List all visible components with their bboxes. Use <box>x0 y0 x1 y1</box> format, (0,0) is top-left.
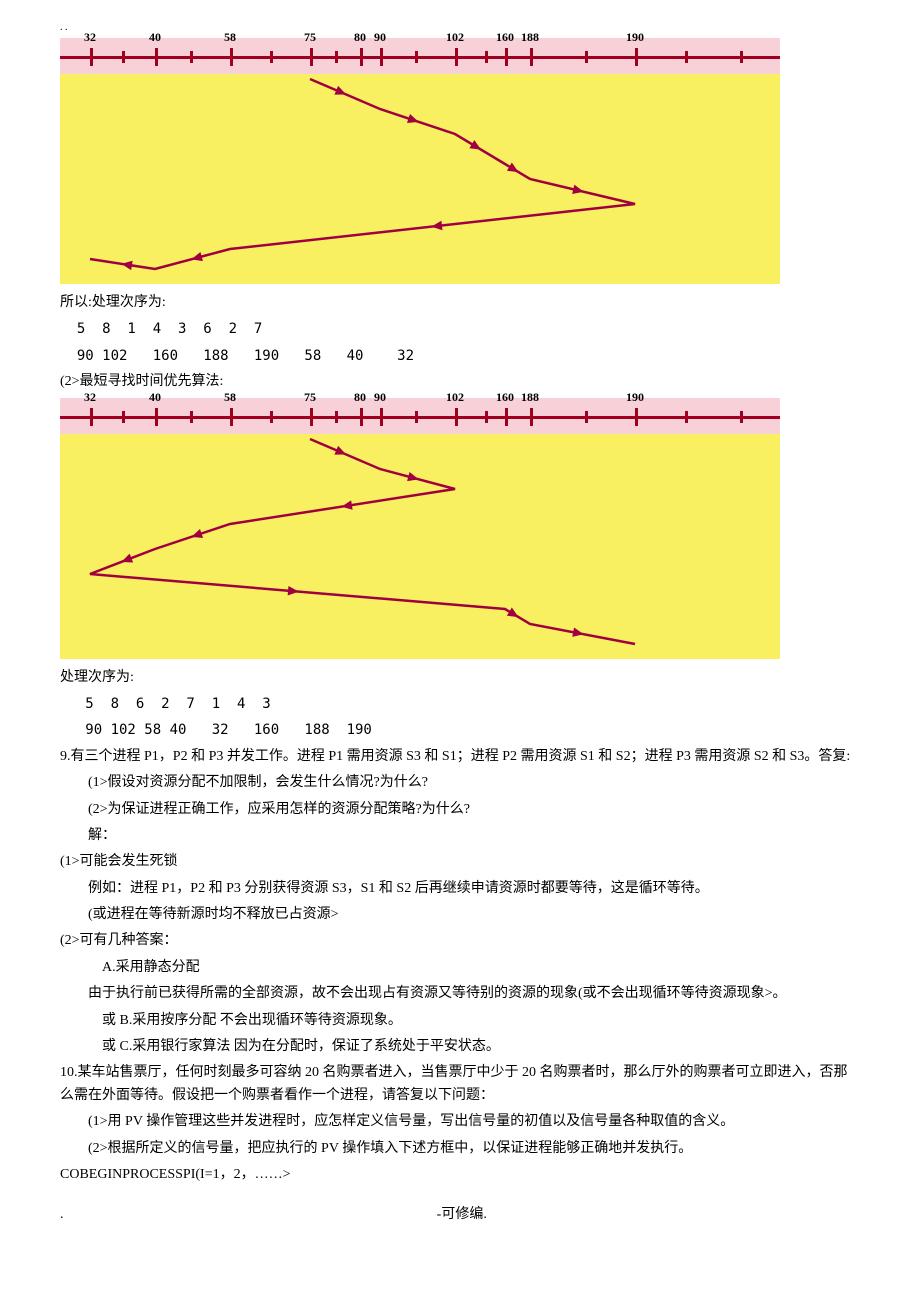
q9-a2-a-title: A.采用静态分配 <box>60 957 860 979</box>
axis-subtick <box>485 51 488 63</box>
sstf-row1: 5 8 6 2 7 1 4 3 <box>60 693 860 715</box>
fcfs-row2: 90 102 160 188 190 58 40 32 <box>60 345 860 367</box>
axis-subtick <box>190 51 193 63</box>
q9-a2-c: 或 C.采用银行家算法 因为在分配时，保证了系统处于平安状态。 <box>60 1036 860 1058</box>
axis-subtick <box>740 411 743 423</box>
q9-a1-or: (或进程在等待新源时均不释放已占资源> <box>60 904 860 926</box>
axis-subtick <box>585 51 588 63</box>
q10-code: COBEGINPROCESSPI(I=1，2，……> <box>60 1164 860 1186</box>
axis-tick <box>505 408 508 426</box>
sstf-chart-body <box>60 434 780 659</box>
axis-tick-label: 40 <box>149 28 161 47</box>
axis-tick-label: 40 <box>149 388 161 407</box>
axis-tick <box>90 48 93 66</box>
axis-subtick <box>122 51 125 63</box>
axis-tick <box>380 408 383 426</box>
axis-subtick <box>335 51 338 63</box>
axis-subtick <box>270 51 273 63</box>
axis-tick-label: 75 <box>304 28 316 47</box>
q9-a2-a-body: 由于执行前已获得所需的全部资源，故不会出现占有资源又等待别的资源的现象(或不会出… <box>60 983 860 1005</box>
fcfs-diagram: 324058758090102160188190 <box>60 38 780 284</box>
sstf-text: 处理次序为: 5 8 6 2 7 1 4 3 90 102 58 40 32 1… <box>60 667 860 742</box>
sstf-row2: 90 102 58 40 32 160 188 190 <box>60 719 860 741</box>
axis-tick <box>455 408 458 426</box>
axis-tick <box>530 48 533 66</box>
axis-tick <box>530 408 533 426</box>
axis-tick-label: 160 <box>496 388 514 407</box>
axis-tick-label: 58 <box>224 28 236 47</box>
axis-tick <box>230 408 233 426</box>
q9-sub1: (1>假设对资源分配不加限制，会发生什么情况?为什么? <box>60 772 860 794</box>
axis-subtick <box>740 51 743 63</box>
sstf-diagram: 324058758090102160188190 <box>60 398 780 659</box>
axis-line <box>60 416 780 419</box>
axis-subtick <box>270 411 273 423</box>
fcfs-axis: 324058758090102160188190 <box>60 38 780 74</box>
footer-right: -可修编. <box>437 1207 487 1222</box>
page-footer: . -可修编. <box>60 1204 860 1226</box>
axis-tick-label: 80 <box>354 28 366 47</box>
axis-tick <box>635 408 638 426</box>
axis-tick-label: 32 <box>84 28 96 47</box>
axis-subtick <box>485 411 488 423</box>
sstf-order-heading: 处理次序为: <box>60 667 860 689</box>
axis-tick-label: 58 <box>224 388 236 407</box>
axis-tick <box>380 48 383 66</box>
axis-tick-label: 102 <box>446 388 464 407</box>
axis-subtick <box>415 51 418 63</box>
axis-tick-label: 80 <box>354 388 366 407</box>
axis-subtick <box>685 411 688 423</box>
q9-stem: 9.有三个进程 P1，P2 和 P3 并发工作。进程 P1 需用资源 S3 和 … <box>60 746 860 768</box>
axis-tick-label: 188 <box>521 28 539 47</box>
q9-a1-head: (1>可能会发生死锁 <box>60 851 860 873</box>
fcfs-heading: 所以:处理次序为: <box>60 292 860 314</box>
question-9: 9.有三个进程 P1，P2 和 P3 并发工作。进程 P1 需用资源 S3 和 … <box>60 746 860 1059</box>
axis-tick-label: 90 <box>374 388 386 407</box>
axis-tick <box>455 48 458 66</box>
q10-sub1: (1>用 PV 操作管理这些并发进程时，应怎样定义信号量，写出信号量的初值以及信… <box>60 1111 860 1133</box>
q9-a2-b: 或 B.采用按序分配 不会出现循环等待资源现象。 <box>60 1010 860 1032</box>
axis-subtick <box>335 411 338 423</box>
axis-subtick <box>415 411 418 423</box>
axis-tick-label: 102 <box>446 28 464 47</box>
footer-left: . <box>60 1204 64 1226</box>
sstf-svg <box>60 434 780 659</box>
question-10: 10.某车站售票厅，任何时刻最多可容纳 20 名购票者进入，当售票厅中少于 20… <box>60 1062 860 1186</box>
axis-tick <box>90 408 93 426</box>
axis-tick <box>155 408 158 426</box>
axis-tick-label: 90 <box>374 28 386 47</box>
axis-subtick <box>585 411 588 423</box>
fcfs-row1: 5 8 1 4 3 6 2 7 <box>60 318 860 340</box>
fcfs-chart-body <box>60 74 780 284</box>
axis-tick <box>310 408 313 426</box>
axis-tick <box>635 48 638 66</box>
axis-tick-label: 160 <box>496 28 514 47</box>
axis-tick <box>505 48 508 66</box>
q9-ans-label: 解： <box>60 825 860 847</box>
sstf-axis: 324058758090102160188190 <box>60 398 780 434</box>
axis-tick <box>360 408 363 426</box>
q9-a2-head: (2>可有几种答案： <box>60 930 860 952</box>
q10-sub2: (2>根据所定义的信号量，把应执行的 PV 操作填入下述方框中，以保证进程能够正… <box>60 1138 860 1160</box>
q9-sub2: (2>为保证进程正确工作，应采用怎样的资源分配策略?为什么? <box>60 799 860 821</box>
axis-tick-label: 188 <box>521 388 539 407</box>
axis-tick-label: 190 <box>626 28 644 47</box>
axis-tick-label: 32 <box>84 388 96 407</box>
q9-a1-eg: 例如：进程 P1，P2 和 P3 分别获得资源 S3，S1 和 S2 后再继续申… <box>60 878 860 900</box>
axis-tick <box>360 48 363 66</box>
fcfs-svg <box>60 74 780 284</box>
axis-tick-label: 75 <box>304 388 316 407</box>
q10-stem: 10.某车站售票厅，任何时刻最多可容纳 20 名购票者进入，当售票厅中少于 20… <box>60 1062 860 1107</box>
fcfs-text: 所以:处理次序为: 5 8 1 4 3 6 2 7 90 102 160 188… <box>60 292 860 394</box>
axis-subtick <box>122 411 125 423</box>
axis-subtick <box>190 411 193 423</box>
axis-tick-label: 190 <box>626 388 644 407</box>
axis-tick <box>230 48 233 66</box>
axis-tick <box>155 48 158 66</box>
axis-subtick <box>685 51 688 63</box>
axis-line <box>60 56 780 59</box>
axis-tick <box>310 48 313 66</box>
